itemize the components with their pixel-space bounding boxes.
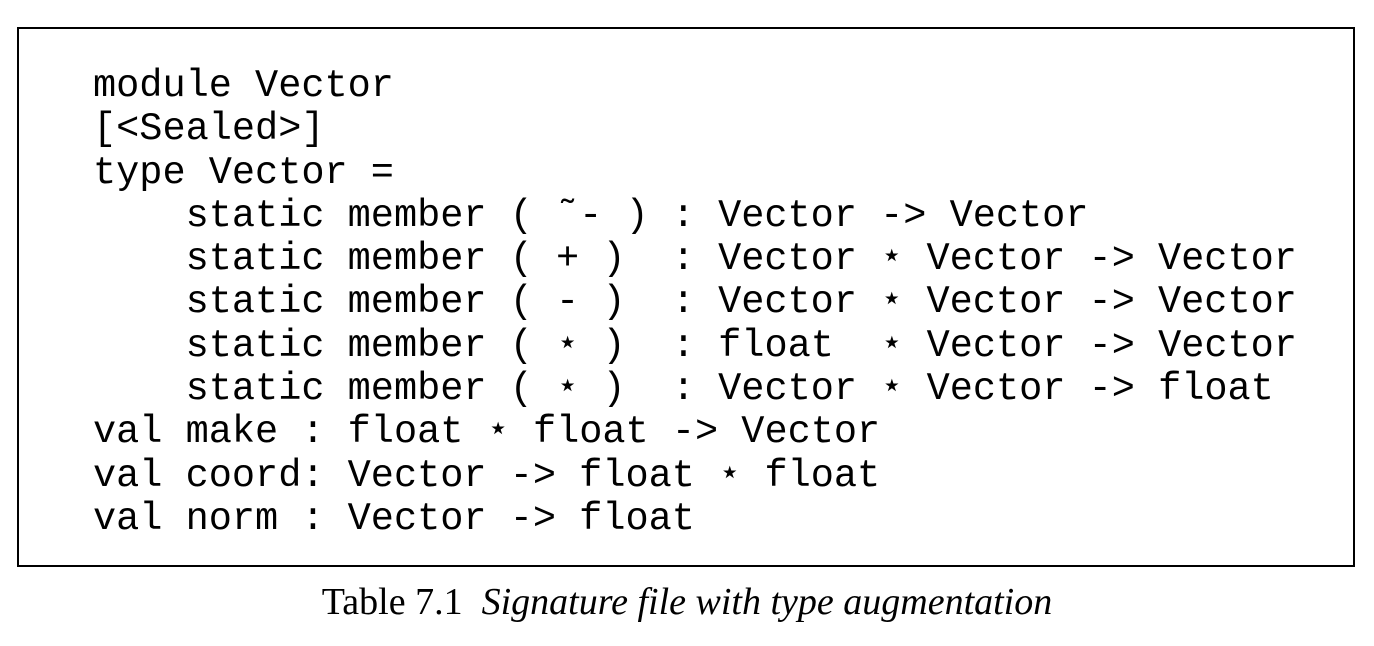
code-line: module Vector xyxy=(93,64,394,108)
code-line: val coord: Vector -> float ⋆ float xyxy=(93,453,881,498)
code-line: val norm : Vector -> float xyxy=(93,496,695,541)
code-line: val make : float ⋆ float -> Vector xyxy=(93,410,881,455)
code-line: static member ( ˜- ) : Vector -> Vector xyxy=(93,193,1089,238)
code-line: type Vector = xyxy=(93,150,394,195)
caption-label: Table 7.1 xyxy=(321,581,463,623)
table-caption: Table 7.1 Signature file with type augme… xyxy=(0,578,1374,626)
code-line: static member ( ⋆ ) : Vector ⋆ Vector ->… xyxy=(93,367,1274,412)
code-line: static member ( + ) : Vector ⋆ Vector ->… xyxy=(93,237,1297,282)
code-listing: module Vector [<Sealed>] type Vector = sta… xyxy=(93,64,1297,541)
caption-text: Signature file with type augmentation xyxy=(481,581,1053,623)
code-listing-box: module Vector [<Sealed>] type Vector = sta… xyxy=(17,27,1355,567)
code-line: static member ( ⋆ ) : float ⋆ Vector -> … xyxy=(93,323,1297,368)
code-line: [<Sealed>] xyxy=(93,107,325,152)
code-line: static member ( - ) : Vector ⋆ Vector ->… xyxy=(93,280,1297,325)
